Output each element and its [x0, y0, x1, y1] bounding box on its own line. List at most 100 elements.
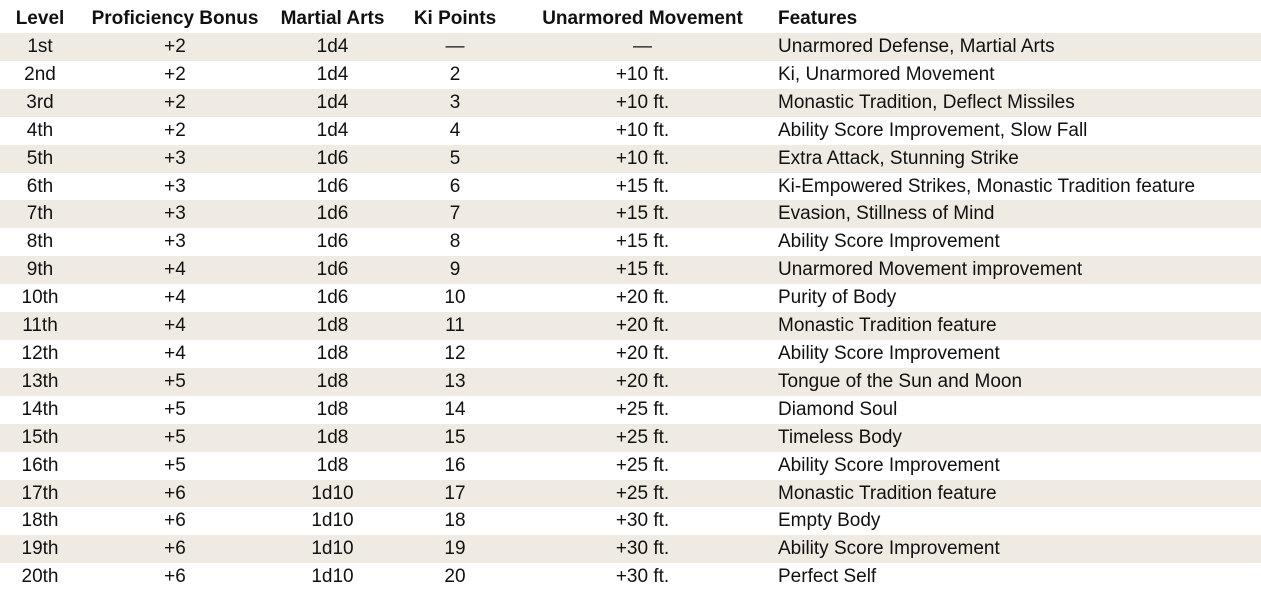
cell-martial-arts: 1d8	[316, 426, 349, 448]
cell-level: 5th	[26, 147, 54, 169]
table-row: 20th +6 1d10 20 +30 ft. Perfect Self	[0, 563, 1261, 592]
cell-unarmored-movement: +20 ft.	[615, 315, 670, 337]
cell-martial-arts: 1d4	[316, 63, 349, 85]
cell-features: Ability Score Improvement	[778, 231, 1000, 253]
cell-unarmored-movement: +10 ft.	[615, 63, 670, 85]
cell-unarmored-movement: +15 ft.	[615, 231, 670, 253]
cell-proficiency-bonus: +6	[164, 566, 186, 588]
cell-ki-points: 12	[444, 342, 466, 364]
table-row: 14th +5 1d8 14 +25 ft. Diamond Soul	[0, 395, 1261, 424]
table-row: 18th +6 1d10 18 +30 ft. Empty Body	[0, 507, 1261, 536]
cell-martial-arts: 1d6	[316, 203, 349, 225]
header-row: Level Proficiency Bonus Martial Arts Ki …	[0, 5, 1261, 33]
cell-level: 4th	[26, 119, 54, 141]
cell-unarmored-movement: +30 ft.	[615, 510, 670, 532]
cell-level: 7th	[26, 203, 54, 225]
cell-ki-points: 7	[449, 203, 461, 225]
cell-ki-points: 10	[444, 287, 466, 309]
header-level: Level	[15, 8, 65, 30]
cell-proficiency-bonus: +2	[164, 63, 186, 85]
cell-proficiency-bonus: +5	[164, 398, 186, 420]
cell-martial-arts: 1d8	[316, 315, 349, 337]
table-row: 19th +6 1d10 19 +30 ft. Ability Score Improve…	[0, 535, 1261, 564]
cell-unarmored-movement: +25 ft.	[615, 482, 670, 504]
cell-ki-points: 15	[444, 426, 466, 448]
cell-proficiency-bonus: +4	[164, 259, 186, 281]
cell-proficiency-bonus: +4	[164, 315, 186, 337]
cell-proficiency-bonus: +3	[164, 147, 186, 169]
cell-ki-points: 6	[449, 175, 461, 197]
cell-proficiency-bonus: +2	[164, 36, 186, 57]
cell-proficiency-bonus: +6	[164, 482, 186, 504]
cell-unarmored-movement: +25 ft.	[615, 398, 670, 420]
cell-unarmored-movement: +25 ft.	[615, 454, 670, 476]
cell-unarmored-movement: +20 ft.	[615, 342, 670, 364]
cell-ki-points: —	[445, 36, 465, 57]
header-unarmored-movement: Unarmored Movement	[542, 8, 743, 30]
table-row: 13th +5 1d8 13 +20 ft. Tongue of the Sun and …	[0, 367, 1261, 396]
cell-ki-points: 5	[449, 147, 461, 169]
cell-unarmored-movement: +10 ft.	[615, 119, 670, 141]
cell-proficiency-bonus: +6	[164, 510, 186, 532]
cell-proficiency-bonus: +2	[164, 119, 186, 141]
cell-martial-arts: 1d10	[311, 510, 354, 532]
table-row: 11th +4 1d8 11 +20 ft. Monastic Tradition fea…	[0, 312, 1261, 340]
cell-features: Ki-Empowered Strikes, Monastic Tradition…	[778, 175, 1196, 197]
cell-features: Ability Score Improvement, Slow Fall	[778, 119, 1088, 141]
cell-ki-points: 2	[449, 63, 461, 85]
cell-ki-points: 3	[449, 91, 461, 113]
cell-level: 1st	[27, 36, 53, 57]
cell-level: 10th	[21, 287, 59, 309]
cell-martial-arts: 1d10	[311, 482, 354, 504]
cell-unarmored-movement: +30 ft.	[615, 538, 670, 560]
cell-unarmored-movement: +30 ft.	[615, 566, 670, 588]
cell-features: Ki, Unarmored Movement	[778, 63, 995, 85]
table-row: 3rd +2 1d4 3 +10 ft. Monastic Tradition, Defl…	[0, 88, 1261, 117]
cell-features: Unarmored Movement improvement	[778, 259, 1083, 281]
cell-proficiency-bonus: +3	[164, 203, 186, 225]
cell-level: 18th	[21, 510, 59, 532]
cell-proficiency-bonus: +4	[164, 342, 186, 364]
table-header: Level Proficiency Bonus Martial Arts Ki …	[0, 5, 1261, 33]
cell-martial-arts: 1d10	[311, 538, 354, 560]
cell-ki-points: 8	[449, 231, 461, 253]
cell-proficiency-bonus: +3	[164, 231, 186, 253]
table-row: 8th +3 1d6 8 +15 ft. Ability Score Improvemen…	[0, 228, 1261, 257]
cell-ki-points: 11	[445, 315, 465, 337]
cell-proficiency-bonus: +5	[164, 370, 186, 392]
cell-level: 6th	[26, 175, 54, 197]
cell-features: Monastic Tradition, Deflect Missiles	[778, 91, 1075, 113]
cell-proficiency-bonus: +5	[164, 454, 186, 476]
table-row: 1st +2 1d4 — — Unarmored Defense, Martial Art…	[0, 33, 1261, 61]
cell-martial-arts: 1d6	[316, 147, 349, 169]
cell-level: 9th	[26, 259, 54, 281]
cell-ki-points: 9	[449, 259, 461, 281]
table-row: 15th +5 1d8 15 +25 ft. Timeless Body	[0, 423, 1261, 452]
table-row: 17th +6 1d10 17 +25 ft. Monastic Tradition fe…	[0, 479, 1261, 508]
cell-unarmored-movement: +15 ft.	[615, 175, 670, 197]
cell-level: 2nd	[24, 63, 56, 85]
cell-martial-arts: 1d8	[316, 342, 349, 364]
table-row: 2nd +2 1d4 2 +10 ft. Ki, Unarmored Movement	[0, 60, 1261, 89]
cell-martial-arts: 1d8	[316, 398, 349, 420]
cell-ki-points: 19	[444, 538, 466, 560]
header-martial-arts: Martial Arts	[280, 8, 385, 30]
cell-level: 13th	[21, 370, 59, 392]
cell-level: 17th	[21, 482, 59, 504]
cell-ki-points: 13	[444, 370, 466, 392]
header-proficiency-bonus: Proficiency Bonus	[91, 8, 259, 30]
cell-martial-arts: 1d8	[316, 454, 349, 476]
cell-level: 15th	[21, 426, 59, 448]
cell-level: 16th	[21, 454, 59, 476]
cell-features: Perfect Self	[778, 566, 877, 588]
cell-proficiency-bonus: +5	[164, 426, 186, 448]
cell-proficiency-bonus: +2	[164, 91, 186, 113]
cell-unarmored-movement: +20 ft.	[615, 370, 670, 392]
table-row: 9th +4 1d6 9 +15 ft. Unarmored Movement impro…	[0, 256, 1261, 285]
table-row: 5th +3 1d6 5 +10 ft. Extra Attack, Stunning S…	[0, 144, 1261, 173]
cell-martial-arts: 1d4	[316, 36, 349, 57]
cell-features: Extra Attack, Stunning Strike	[778, 147, 1019, 169]
cell-features: Diamond Soul	[778, 398, 898, 420]
cell-proficiency-bonus: +3	[164, 175, 186, 197]
cell-ki-points: 20	[444, 566, 466, 588]
